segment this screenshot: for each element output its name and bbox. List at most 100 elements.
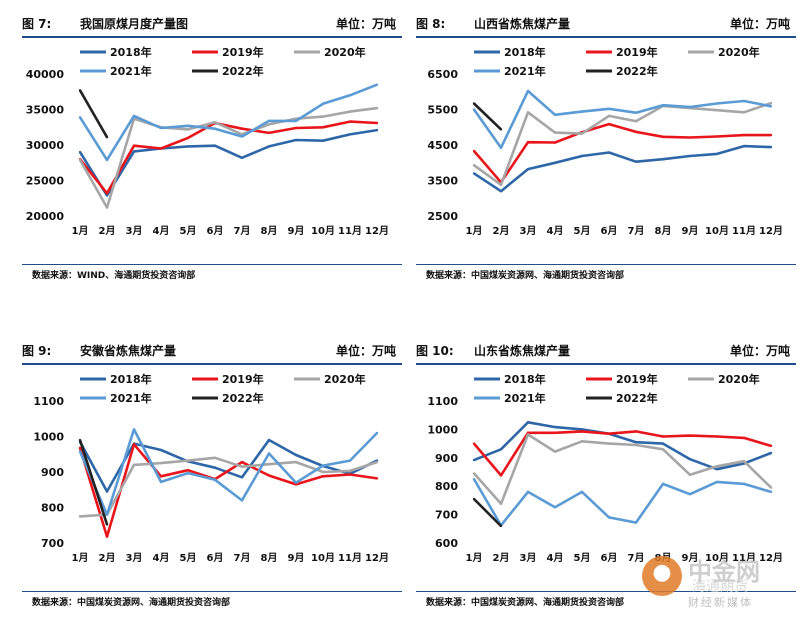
y-tick-label: 4500: [427, 139, 458, 152]
y-tick-label: 600: [435, 537, 458, 550]
legend-label: 2022年: [222, 391, 264, 405]
data-point: [105, 535, 109, 538]
data-point: [375, 83, 379, 86]
data-point: [526, 111, 530, 114]
data-point: [294, 119, 298, 123]
chart-panel-1: 图 7: 我国原煤月度产量图 单位：万吨 20000 25000 30000 3500…: [22, 10, 402, 281]
data-point: [321, 126, 325, 129]
data-point: [607, 516, 611, 519]
y-tick-label: 1100: [427, 395, 458, 408]
x-tick-label: 10月: [705, 552, 729, 564]
data-point: [553, 425, 557, 429]
series-line: [78, 106, 378, 209]
data-point: [526, 433, 530, 436]
data-point: [553, 161, 557, 164]
source-divider: [416, 591, 796, 592]
y-tick-label: 900: [41, 466, 64, 479]
data-point: [715, 467, 719, 471]
data-point: [472, 108, 476, 111]
data-source: 数据来源：WIND、海通期货投资咨询部: [32, 271, 196, 281]
series-line: [78, 89, 109, 138]
y-tick-label: 25000: [26, 175, 65, 188]
data-point: [607, 151, 611, 154]
data-point: [186, 469, 190, 472]
y-tick-label: 5500: [427, 104, 458, 117]
series-line: [78, 120, 378, 195]
data-point: [132, 150, 136, 153]
data-point: [213, 127, 217, 130]
data-point: [78, 116, 82, 119]
data-point: [159, 475, 163, 478]
watermark-ghost-text: 海通期货: [692, 579, 748, 595]
data-point: [294, 460, 298, 464]
data-point: [607, 122, 611, 126]
data-point: [742, 144, 746, 148]
data-source: 数据来源：中国煤炭资源网、海通期货投资咨询部: [426, 598, 625, 608]
data-point: [213, 456, 217, 459]
watermark-logo-glyph: ●: [652, 560, 672, 585]
x-tick-label: 8月: [261, 552, 278, 564]
data-point: [526, 421, 530, 424]
data-point: [526, 167, 530, 171]
x-tick-label: 4月: [153, 225, 170, 237]
data-point: [78, 158, 82, 162]
data-point: [472, 172, 476, 175]
data-point: [472, 477, 476, 481]
data-point: [661, 442, 665, 445]
figure-number: 图 10:: [416, 344, 454, 358]
data-point: [159, 461, 163, 465]
figure-title: 山西省炼焦煤产量: [474, 17, 571, 31]
x-tick-label: 7月: [234, 225, 251, 237]
data-point: [634, 130, 638, 134]
data-point: [240, 499, 244, 502]
data-point: [186, 471, 190, 475]
data-point: [159, 126, 163, 130]
x-tick-label: 10月: [705, 225, 729, 237]
data-point: [105, 490, 109, 493]
y-tick-label: 1000: [427, 423, 458, 436]
data-point: [186, 136, 190, 140]
figure-number: 图 7:: [22, 17, 52, 31]
data-point: [553, 506, 557, 509]
x-tick-label: 5月: [180, 552, 197, 564]
x-tick-label: 3月: [126, 552, 143, 564]
data-point: [769, 444, 773, 448]
data-point: [661, 448, 665, 451]
data-point: [769, 490, 773, 494]
data-point: [742, 111, 746, 114]
data-point: [348, 94, 352, 97]
x-tick-label: 2月: [99, 552, 116, 564]
series-line: [78, 428, 378, 516]
legend-label: 2021年: [504, 64, 546, 78]
figure-unit: 单位：万吨: [729, 17, 790, 31]
data-point: [375, 106, 379, 110]
data-point: [688, 154, 692, 158]
data-point: [634, 120, 638, 123]
data-point: [267, 131, 271, 135]
data-point: [472, 102, 476, 105]
data-point: [472, 472, 476, 475]
data-point: [715, 109, 719, 112]
y-tick-label: 3500: [427, 175, 458, 188]
data-point: [769, 133, 773, 137]
y-tick-label: 700: [41, 537, 64, 550]
data-point: [769, 145, 773, 149]
data-point: [321, 115, 325, 118]
panel-header: 图 10: 山东省炼焦煤产量 单位：万吨: [416, 337, 796, 365]
data-point: [553, 141, 557, 144]
x-tick-label: 2月: [493, 552, 510, 564]
figure-unit: 单位：万吨: [729, 344, 790, 358]
data-point: [348, 133, 352, 136]
data-point: [499, 146, 503, 150]
x-tick-label: 5月: [180, 225, 197, 237]
series-line: [472, 478, 772, 527]
data-point: [526, 140, 530, 144]
data-point: [267, 462, 271, 466]
data-point: [105, 158, 109, 162]
legend-label: 2020年: [718, 372, 760, 386]
data-point: [240, 156, 244, 159]
data-point: [526, 490, 530, 494]
y-tick-label: 1000: [33, 431, 64, 444]
data-point: [607, 114, 611, 118]
data-point: [78, 89, 82, 92]
